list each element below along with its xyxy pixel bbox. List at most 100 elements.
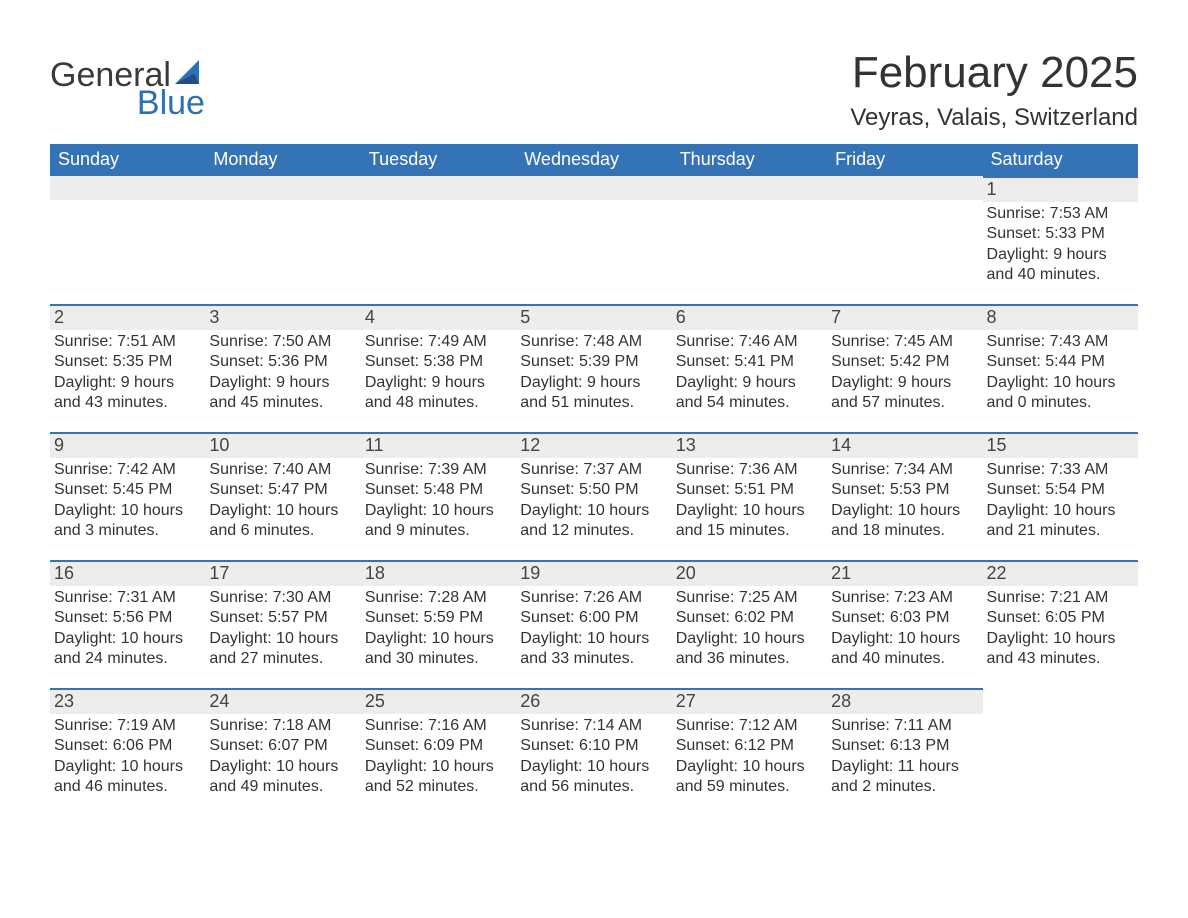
day-line: Daylight: 10 hours <box>831 501 978 521</box>
day-line: Sunrise: 7:14 AM <box>520 716 667 736</box>
day-line: Sunset: 6:10 PM <box>520 736 667 756</box>
calendar-cell <box>50 176 205 304</box>
calendar-cell: 11Sunrise: 7:39 AMSunset: 5:48 PMDayligh… <box>361 432 516 560</box>
day-line: Sunset: 5:41 PM <box>676 352 823 372</box>
location: Veyras, Valais, Switzerland <box>850 104 1138 132</box>
day-line: and 3 minutes. <box>54 521 201 541</box>
day-line: and 48 minutes. <box>365 393 512 413</box>
day-number: 20 <box>672 560 827 586</box>
day-details: Sunrise: 7:21 AMSunset: 6:05 PMDaylight:… <box>983 586 1138 670</box>
day-details: Sunrise: 7:50 AMSunset: 5:36 PMDaylight:… <box>205 330 360 414</box>
day-line: Daylight: 10 hours <box>987 629 1134 649</box>
calendar-table: Sunday Monday Tuesday Wednesday Thursday… <box>50 144 1138 816</box>
calendar-week-row: 23Sunrise: 7:19 AMSunset: 6:06 PMDayligh… <box>50 688 1138 816</box>
day-details: Sunrise: 7:37 AMSunset: 5:50 PMDaylight:… <box>516 458 671 542</box>
day-line: Sunrise: 7:51 AM <box>54 332 201 352</box>
day-line: and 54 minutes. <box>676 393 823 413</box>
day-line: and 43 minutes. <box>987 649 1134 669</box>
day-line: Sunset: 5:56 PM <box>54 608 201 628</box>
day-line: Sunrise: 7:26 AM <box>520 588 667 608</box>
day-details: Sunrise: 7:40 AMSunset: 5:47 PMDaylight:… <box>205 458 360 542</box>
calendar-cell <box>672 176 827 304</box>
day-line: and 27 minutes. <box>209 649 356 669</box>
day-line: Sunrise: 7:12 AM <box>676 716 823 736</box>
day-line: Sunset: 5:51 PM <box>676 480 823 500</box>
day-line: Sunrise: 7:18 AM <box>209 716 356 736</box>
calendar-page: General Blue February 2025 Veyras, Valai… <box>0 0 1188 918</box>
calendar-cell: 6Sunrise: 7:46 AMSunset: 5:41 PMDaylight… <box>672 304 827 432</box>
calendar-cell: 28Sunrise: 7:11 AMSunset: 6:13 PMDayligh… <box>827 688 982 816</box>
empty-day-header <box>516 176 671 200</box>
day-number: 19 <box>516 560 671 586</box>
day-line: Daylight: 10 hours <box>676 629 823 649</box>
day-line: Sunrise: 7:53 AM <box>987 204 1134 224</box>
day-details: Sunrise: 7:14 AMSunset: 6:10 PMDaylight:… <box>516 714 671 798</box>
day-line: Daylight: 11 hours <box>831 757 978 777</box>
calendar-week-row: 2Sunrise: 7:51 AMSunset: 5:35 PMDaylight… <box>50 304 1138 432</box>
calendar-cell: 3Sunrise: 7:50 AMSunset: 5:36 PMDaylight… <box>205 304 360 432</box>
day-line: Sunrise: 7:33 AM <box>987 460 1134 480</box>
header-right: February 2025 Veyras, Valais, Switzerlan… <box>850 48 1138 144</box>
day-line: Sunrise: 7:34 AM <box>831 460 978 480</box>
day-details: Sunrise: 7:39 AMSunset: 5:48 PMDaylight:… <box>361 458 516 542</box>
day-line: Sunrise: 7:28 AM <box>365 588 512 608</box>
day-line: Sunrise: 7:37 AM <box>520 460 667 480</box>
day-line: Sunset: 5:57 PM <box>209 608 356 628</box>
day-line: Sunset: 6:13 PM <box>831 736 978 756</box>
weekday-header: Sunday <box>50 144 205 176</box>
day-line: Sunset: 5:38 PM <box>365 352 512 372</box>
day-line: Daylight: 9 hours <box>831 373 978 393</box>
day-line: and 33 minutes. <box>520 649 667 669</box>
weekday-header: Thursday <box>672 144 827 176</box>
day-line: Daylight: 10 hours <box>676 757 823 777</box>
day-number: 23 <box>50 688 205 714</box>
day-line: Sunset: 6:00 PM <box>520 608 667 628</box>
day-line: and 49 minutes. <box>209 777 356 797</box>
day-number: 26 <box>516 688 671 714</box>
day-line: and 56 minutes. <box>520 777 667 797</box>
day-line: Sunrise: 7:45 AM <box>831 332 978 352</box>
day-line: and 52 minutes. <box>365 777 512 797</box>
day-details: Sunrise: 7:26 AMSunset: 6:00 PMDaylight:… <box>516 586 671 670</box>
day-number: 11 <box>361 432 516 458</box>
day-line: Daylight: 9 hours <box>520 373 667 393</box>
day-number: 15 <box>983 432 1138 458</box>
calendar-cell: 13Sunrise: 7:36 AMSunset: 5:51 PMDayligh… <box>672 432 827 560</box>
calendar-cell: 17Sunrise: 7:30 AMSunset: 5:57 PMDayligh… <box>205 560 360 688</box>
day-line: Daylight: 10 hours <box>54 501 201 521</box>
day-line: Sunset: 6:09 PM <box>365 736 512 756</box>
day-line: Daylight: 9 hours <box>209 373 356 393</box>
calendar-cell: 27Sunrise: 7:12 AMSunset: 6:12 PMDayligh… <box>672 688 827 816</box>
calendar-body: 1Sunrise: 7:53 AMSunset: 5:33 PMDaylight… <box>50 176 1138 816</box>
day-line: Sunrise: 7:42 AM <box>54 460 201 480</box>
day-line: Sunset: 5:42 PM <box>831 352 978 372</box>
day-line: Daylight: 9 hours <box>987 245 1134 265</box>
day-details: Sunrise: 7:23 AMSunset: 6:03 PMDaylight:… <box>827 586 982 670</box>
day-number: 5 <box>516 304 671 330</box>
day-line: Daylight: 10 hours <box>520 757 667 777</box>
day-line: Sunrise: 7:50 AM <box>209 332 356 352</box>
day-details: Sunrise: 7:51 AMSunset: 5:35 PMDaylight:… <box>50 330 205 414</box>
day-line: and 6 minutes. <box>209 521 356 541</box>
calendar-week-row: 16Sunrise: 7:31 AMSunset: 5:56 PMDayligh… <box>50 560 1138 688</box>
calendar-cell: 16Sunrise: 7:31 AMSunset: 5:56 PMDayligh… <box>50 560 205 688</box>
weekday-header: Saturday <box>983 144 1138 176</box>
day-line: Sunrise: 7:36 AM <box>676 460 823 480</box>
calendar-cell: 5Sunrise: 7:48 AMSunset: 5:39 PMDaylight… <box>516 304 671 432</box>
day-line: and 36 minutes. <box>676 649 823 669</box>
day-line: Sunset: 5:35 PM <box>54 352 201 372</box>
day-line: Sunrise: 7:46 AM <box>676 332 823 352</box>
calendar-cell: 15Sunrise: 7:33 AMSunset: 5:54 PMDayligh… <box>983 432 1138 560</box>
day-line: Daylight: 9 hours <box>676 373 823 393</box>
day-number: 13 <box>672 432 827 458</box>
day-line: Sunrise: 7:49 AM <box>365 332 512 352</box>
day-line: Daylight: 10 hours <box>365 629 512 649</box>
day-number: 3 <box>205 304 360 330</box>
day-number: 12 <box>516 432 671 458</box>
day-number: 1 <box>983 176 1138 202</box>
day-line: Sunset: 5:44 PM <box>987 352 1134 372</box>
day-line: and 0 minutes. <box>987 393 1134 413</box>
day-line: Sunrise: 7:25 AM <box>676 588 823 608</box>
empty-day-header <box>205 176 360 200</box>
day-line: Sunrise: 7:31 AM <box>54 588 201 608</box>
